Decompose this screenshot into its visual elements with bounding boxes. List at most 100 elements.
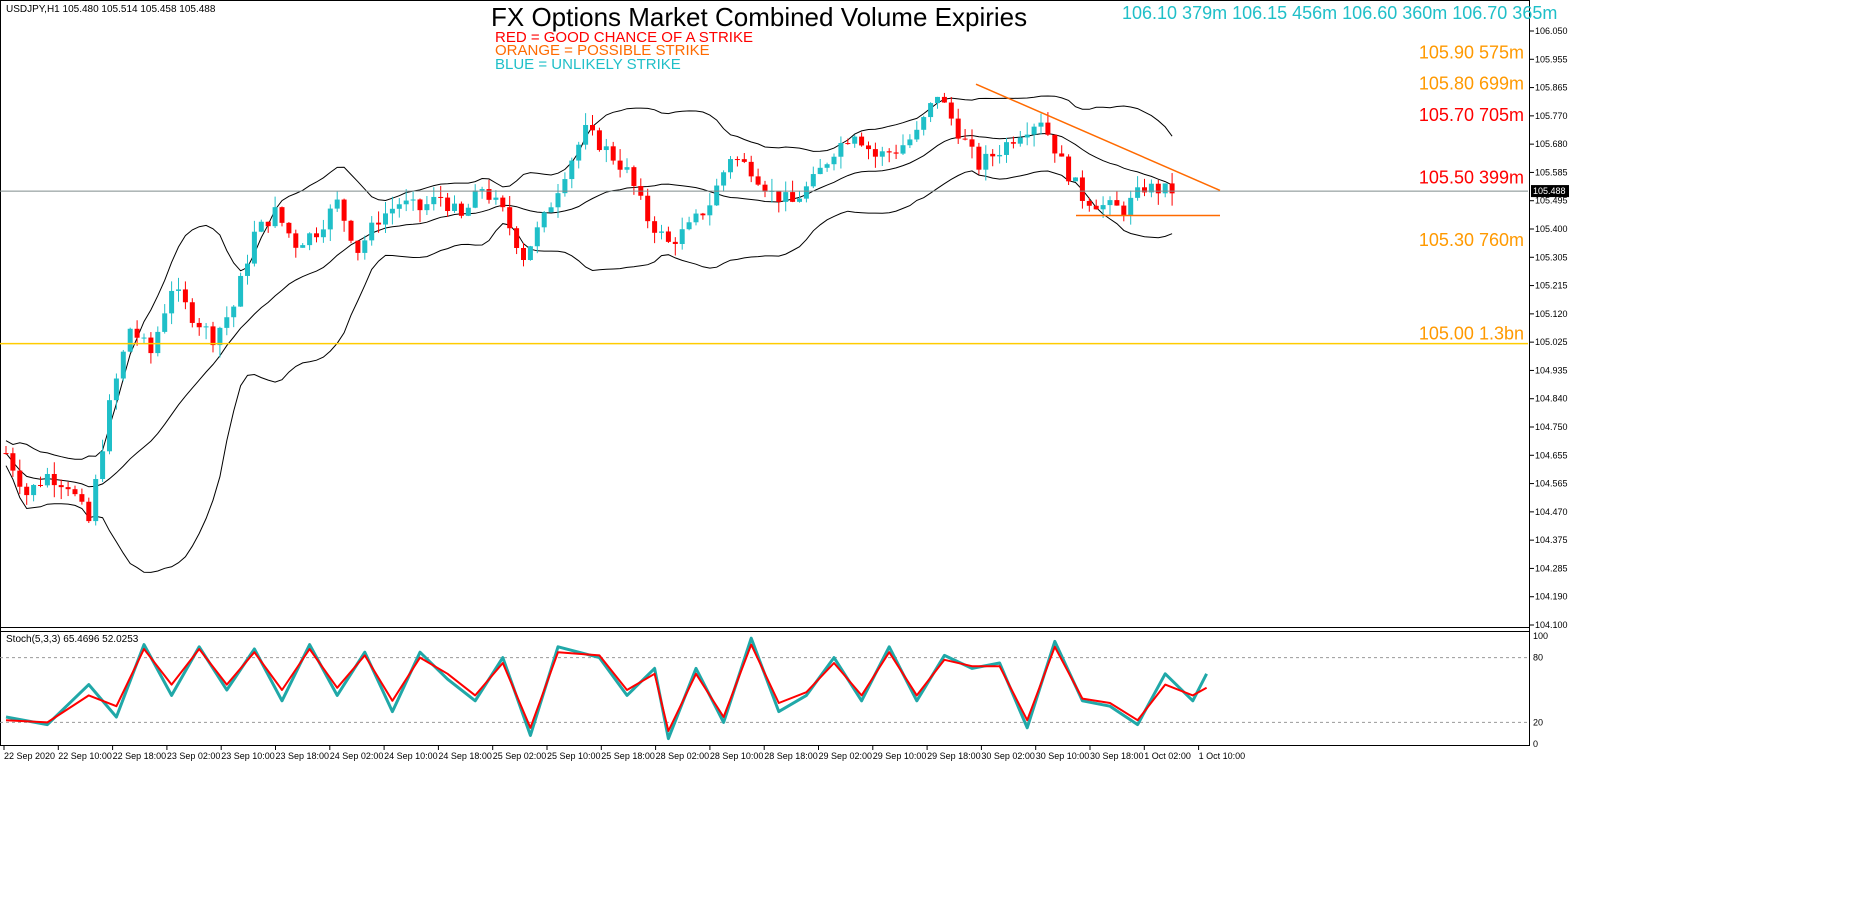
candle-body	[376, 222, 382, 225]
candle-body	[900, 145, 906, 154]
candle-body	[1073, 177, 1078, 182]
candle-body	[155, 331, 161, 354]
time-tick-label: 23 Sep 18:00	[276, 751, 330, 761]
time-tick-label: 1 Oct 02:00	[1144, 751, 1191, 761]
candle-body	[279, 207, 285, 223]
candle-body	[741, 159, 747, 162]
candle-body	[1066, 156, 1072, 182]
candle-body	[38, 484, 43, 486]
candle-body	[734, 159, 740, 161]
candle-body	[1093, 205, 1099, 210]
candle-body	[824, 164, 830, 168]
candle-body	[224, 317, 230, 328]
candle-body	[941, 96, 947, 103]
candle-body	[258, 221, 264, 232]
candle-body	[665, 231, 671, 242]
candle-body	[596, 130, 602, 151]
candle-body	[569, 160, 575, 180]
candle-body	[728, 159, 733, 173]
candle-body	[748, 161, 754, 177]
candle-body	[1128, 197, 1134, 215]
candle-body	[534, 227, 540, 247]
candle-body	[479, 189, 485, 191]
candle-body	[776, 190, 782, 202]
candle-body	[1100, 205, 1106, 210]
candle-body	[65, 487, 71, 490]
time-tick-label: 25 Sep 10:00	[547, 751, 601, 761]
stoch-label: Stoch(5,3,3) 65.4696 52.0253	[6, 634, 139, 645]
bollinger-bands	[5, 95, 1173, 573]
candle-body	[1135, 187, 1141, 198]
candle-body	[17, 470, 23, 487]
candle-body	[196, 322, 202, 328]
current-price-text: 105.488	[1533, 186, 1566, 196]
candle-body	[327, 208, 333, 230]
candle-body	[631, 167, 637, 186]
time-tick-label: 29 Sep 02:00	[819, 751, 873, 761]
candle-body	[762, 184, 768, 192]
candle-body	[355, 240, 361, 253]
expiry-levels: 105.90 575m 105.80 699m 105.70 705m 105.50 …	[0, 42, 1528, 345]
trendlines	[975, 83, 1221, 217]
top-expiries: 106.10 379m 106.15 456m 106.60 360m 106.…	[1122, 3, 1557, 23]
stoch-tick-label: 80	[1533, 653, 1543, 663]
time-tick-label: 28 Sep 18:00	[764, 751, 818, 761]
candle-body	[58, 485, 64, 488]
current-price-badge	[1531, 185, 1569, 198]
candle-body	[700, 213, 706, 216]
price-tick-label: 104.840	[1535, 394, 1568, 404]
stoch-tick-label: 100	[1533, 631, 1548, 641]
time-tick-label: 22 Sep 18:00	[113, 751, 167, 761]
candles	[3, 92, 1175, 526]
time-tick-label: 24 Sep 02:00	[330, 751, 384, 761]
candle-body	[1045, 122, 1051, 135]
candle-body	[1079, 177, 1085, 201]
candle-body	[127, 328, 133, 352]
time-tick-label: 30 Sep 18:00	[1090, 751, 1144, 761]
candle-body	[803, 186, 809, 199]
legend-blue: BLUE = UNLIKELY STRIKE	[495, 56, 681, 73]
candle-body	[1086, 200, 1092, 206]
bb-lower	[5, 170, 1173, 573]
candle-body	[852, 136, 858, 144]
candle-body	[514, 228, 520, 248]
time-tick-label: 23 Sep 10:00	[221, 751, 275, 761]
price-tick-label: 104.190	[1535, 592, 1568, 602]
candle-body	[1162, 183, 1168, 194]
symbol-header: USDJPY,H1 105.480 105.514 105.458 105.48…	[6, 4, 216, 15]
candle-body	[755, 176, 761, 185]
candle-body	[997, 154, 1003, 157]
candle-body	[859, 136, 865, 146]
stoch-tick-label: 0	[1533, 739, 1538, 749]
stoch-d-line	[5, 643, 1208, 732]
bb-middle	[5, 132, 1173, 488]
candle-body	[872, 149, 878, 157]
candle-body	[610, 146, 616, 161]
candle-body	[176, 289, 181, 291]
candle-body	[100, 451, 106, 480]
candle-body	[679, 229, 685, 244]
candle-body	[31, 484, 37, 496]
candle-body	[1052, 134, 1058, 154]
stochastic	[0, 636, 1528, 741]
candle-body	[541, 212, 547, 228]
candle-body	[403, 200, 409, 205]
price-tick-label: 104.750	[1535, 422, 1568, 432]
candle-body	[500, 197, 506, 208]
candle-body	[645, 195, 651, 222]
candle-body	[182, 289, 188, 303]
expiry-label: 105.80 699m	[1419, 74, 1524, 94]
time-tick-label: 29 Sep 18:00	[927, 751, 981, 761]
candle-body	[603, 146, 609, 151]
candle-body	[458, 203, 464, 216]
price-tick-label: 104.935	[1535, 365, 1568, 375]
candle-body	[590, 125, 595, 131]
price-tick-label: 105.770	[1535, 111, 1568, 121]
candle-body	[452, 203, 457, 212]
time-tick-label: 28 Sep 10:00	[710, 751, 764, 761]
candle-body	[714, 185, 720, 206]
candle-body	[369, 222, 375, 241]
time-tick-label: 30 Sep 02:00	[981, 751, 1035, 761]
expiry-label: 105.30 760m	[1419, 230, 1524, 250]
